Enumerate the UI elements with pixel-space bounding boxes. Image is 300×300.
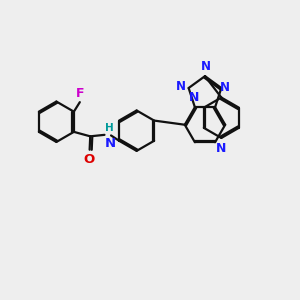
Text: N: N (188, 91, 199, 104)
Text: O: O (83, 153, 95, 166)
Text: N: N (216, 142, 226, 155)
Text: N: N (201, 60, 211, 73)
Text: N: N (105, 136, 116, 150)
Text: N: N (176, 80, 186, 93)
Text: N: N (220, 81, 230, 94)
Text: F: F (76, 87, 85, 100)
Text: H: H (105, 123, 114, 133)
